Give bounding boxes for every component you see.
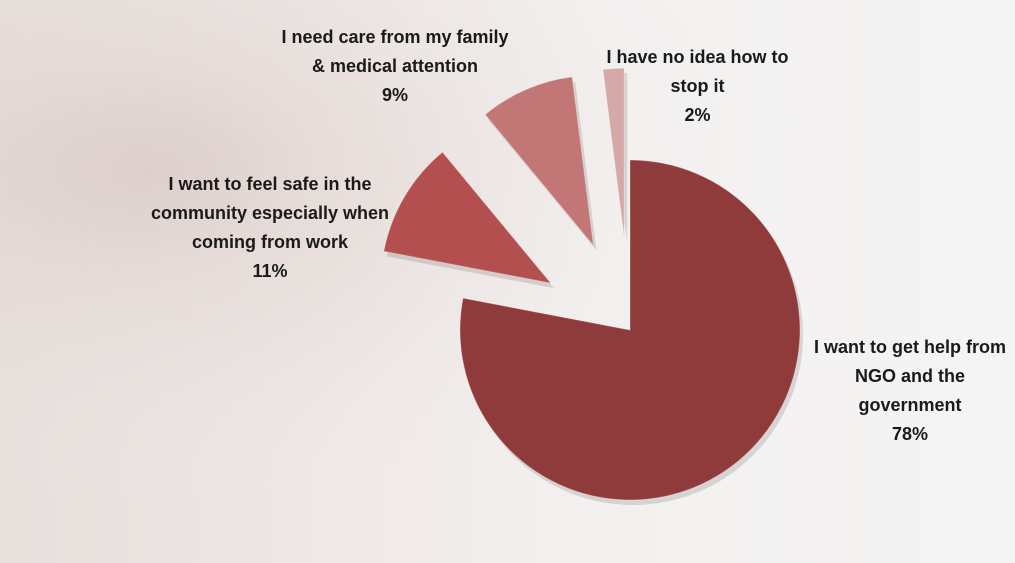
pie-slice bbox=[459, 159, 801, 501]
value-label: 78% bbox=[891, 424, 929, 444]
pie-slice bbox=[484, 76, 595, 248]
category-label: I want to get help from NGO and the gove… bbox=[814, 337, 1006, 415]
slice-label: I have no idea how to stop it 2% bbox=[590, 43, 805, 130]
value-label: 11% bbox=[252, 261, 288, 281]
value-label: 9% bbox=[381, 85, 408, 105]
slice-label: I want to feel safe in the community esp… bbox=[150, 170, 390, 286]
slice-label: I need care from my family & medical att… bbox=[275, 23, 515, 110]
category-label: I need care from my family & medical att… bbox=[281, 27, 509, 76]
category-label: I have no idea how to stop it bbox=[606, 47, 789, 96]
pie-slice bbox=[602, 67, 625, 239]
slice-label: I want to get help from NGO and the gove… bbox=[805, 333, 1015, 449]
value-label: 2% bbox=[684, 105, 711, 125]
category-label: I want to feel safe in the community esp… bbox=[150, 174, 390, 252]
pie-slice bbox=[383, 151, 553, 284]
